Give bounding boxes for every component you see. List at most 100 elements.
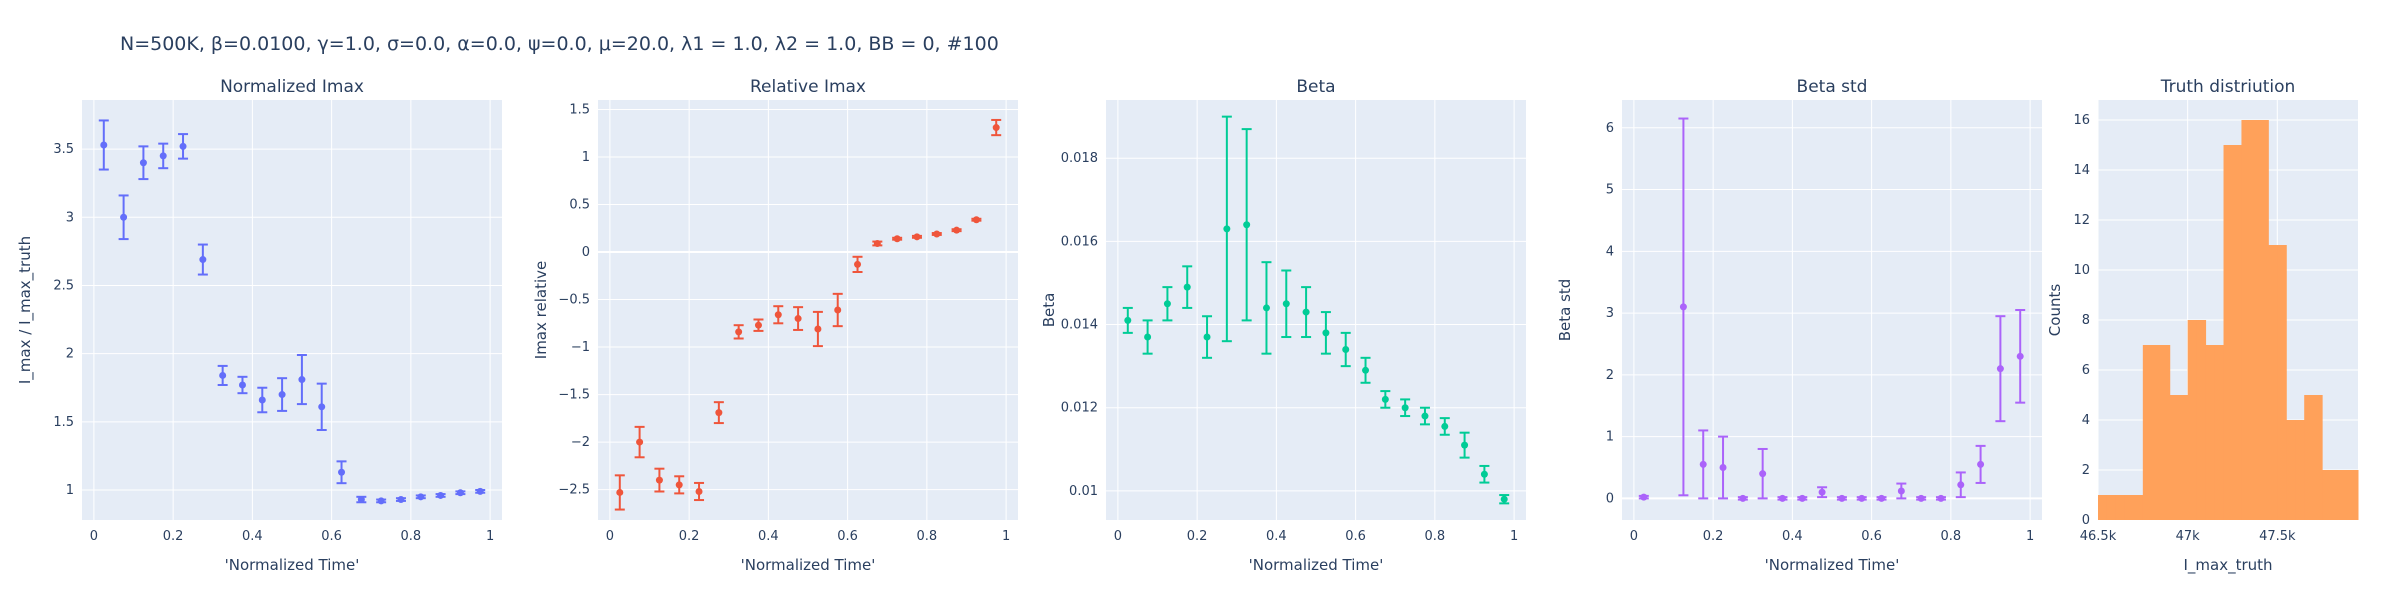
data-point	[1203, 333, 1211, 341]
data-point	[1302, 308, 1310, 316]
x-tick-label: 0	[606, 529, 614, 544]
data-point	[1878, 494, 1886, 502]
data-point	[1124, 316, 1132, 324]
data-point	[854, 260, 862, 268]
data-point	[1798, 494, 1806, 502]
x-axis-label: 'Normalized Time'	[1765, 556, 1900, 574]
y-tick-label: 2	[66, 347, 74, 362]
data-point	[298, 376, 306, 384]
histogram-bar	[2169, 395, 2180, 520]
data-point	[179, 142, 187, 150]
y-tick-label: 8	[2082, 313, 2090, 328]
data-point	[834, 306, 842, 314]
data-point	[1917, 494, 1925, 502]
histogram-bar	[2277, 245, 2287, 520]
histogram-bar	[2115, 495, 2126, 520]
y-tick-label: 0.016	[1061, 234, 1098, 249]
panel-1: 1 1.5 2 2.5 3 3.5 0 0.2 0.4 0.6 0.8 1 Normalized Ima…	[16, 77, 502, 574]
y-tick-label: 5	[1606, 183, 1614, 198]
y-tick-label: −1.5	[558, 388, 590, 403]
data-point	[1778, 494, 1786, 502]
x-tick-label: 0	[90, 529, 98, 544]
data-point	[1480, 470, 1488, 478]
data-point	[655, 476, 663, 484]
y-axis-label: Imax relative	[532, 261, 550, 359]
x-axis-label: 'Normalized Time'	[741, 556, 876, 574]
data-point	[1144, 333, 1152, 341]
histogram-bar	[2098, 495, 2108, 520]
data-point	[913, 233, 921, 241]
data-point	[456, 489, 464, 497]
data-point	[377, 497, 385, 505]
histogram-bar	[2286, 420, 2296, 520]
data-point	[1699, 460, 1707, 468]
x-tick-label: 0.6	[1345, 529, 1366, 544]
data-point	[735, 328, 743, 336]
x-tick-label: 1	[2026, 529, 2034, 544]
data-point	[1679, 303, 1687, 311]
data-point	[120, 213, 128, 221]
histogram-bar	[2304, 395, 2314, 520]
data-point	[1759, 470, 1767, 478]
x-tick-label: 0	[1630, 529, 1638, 544]
data-point	[715, 409, 723, 417]
x-tick-label: 0.2	[163, 529, 184, 544]
y-tick-label: 1.5	[569, 103, 590, 118]
panel-title: Normalized Imax	[220, 77, 364, 97]
histogram-bar	[2232, 145, 2242, 520]
y-tick-label: 6	[2082, 363, 2090, 378]
data-point	[159, 152, 167, 160]
data-point	[1381, 395, 1389, 403]
histogram-bar	[2196, 320, 2207, 520]
y-tick-label: 16	[2073, 113, 2090, 128]
y-tick-label: 2.5	[53, 278, 74, 293]
panel-title: Beta	[1296, 77, 1335, 97]
data-point	[1640, 493, 1648, 501]
y-tick-label: 14	[2073, 163, 2090, 178]
data-point	[893, 235, 901, 243]
y-axis-label: I_max / I_max_truth	[16, 236, 35, 384]
y-tick-label: 3.5	[53, 142, 74, 157]
data-point	[1243, 221, 1251, 229]
histogram-bar	[2160, 345, 2171, 520]
y-axis-label: Counts	[2046, 284, 2064, 337]
histogram-bar	[2124, 495, 2135, 520]
y-tick-label: 0.014	[1061, 318, 1098, 333]
data-point	[1163, 300, 1171, 308]
panel-title: Truth distriution	[2160, 77, 2296, 97]
panel-title: Beta std	[1797, 77, 1868, 97]
data-point	[1996, 365, 2004, 373]
x-axis-label: 'Normalized Time'	[225, 556, 360, 574]
data-point	[338, 468, 346, 476]
x-tick-label: 0.8	[917, 529, 938, 544]
data-point	[1897, 487, 1905, 495]
data-point	[1977, 460, 1985, 468]
x-tick-label: 1	[486, 529, 494, 544]
x-tick-label: 0.8	[1425, 529, 1446, 544]
y-tick-label: 0	[2082, 513, 2090, 528]
y-tick-label: 1	[582, 150, 590, 165]
data-point	[1342, 346, 1350, 354]
data-point	[814, 325, 822, 333]
data-point	[695, 487, 703, 495]
plot-area	[1106, 100, 1526, 520]
data-point	[1739, 494, 1747, 502]
histogram-bar	[2106, 495, 2117, 520]
figure-title: N=500K, β=0.0100, γ=1.0, σ=0.0, α=0.0, ψ…	[120, 33, 999, 55]
data-point	[933, 230, 941, 238]
data-point	[476, 487, 484, 495]
y-tick-label: −1	[571, 340, 590, 355]
data-point	[1401, 404, 1409, 412]
y-tick-label: 0	[582, 245, 590, 260]
x-tick-label: 0.8	[401, 529, 422, 544]
data-point	[1838, 494, 1846, 502]
histogram-bar	[2268, 245, 2278, 520]
data-point	[1262, 304, 1270, 312]
x-tick-label: 0.4	[1266, 529, 1287, 544]
data-point	[417, 493, 425, 501]
histogram-bar	[2133, 495, 2144, 520]
plot-area	[1622, 100, 2042, 520]
data-point	[873, 239, 881, 247]
x-tick-label: 0.2	[1703, 529, 1724, 544]
